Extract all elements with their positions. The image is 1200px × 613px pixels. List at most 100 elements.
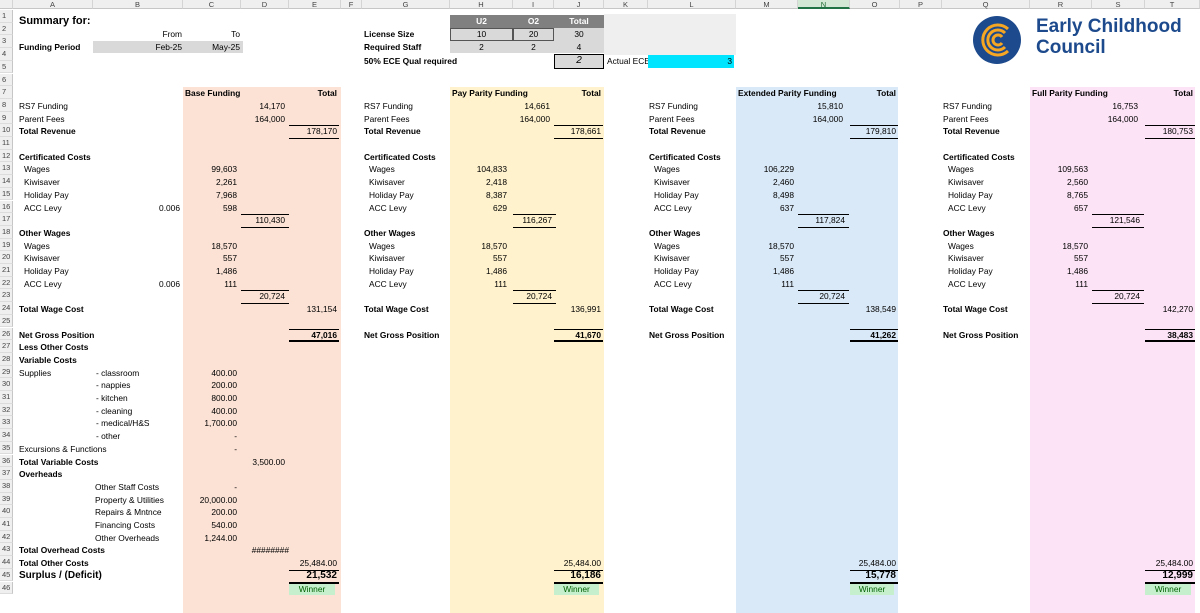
row-header[interactable]: 12 xyxy=(0,149,13,163)
row-header[interactable]: 39 xyxy=(0,492,13,506)
column-header-q[interactable]: Q xyxy=(942,0,1030,9)
row-header[interactable]: 23 xyxy=(0,289,13,303)
row-header[interactable]: 33 xyxy=(0,416,13,430)
row-header[interactable]: 35 xyxy=(0,441,13,455)
supplies-value[interactable]: 400.00 xyxy=(211,405,237,416)
row-header[interactable]: 34 xyxy=(0,429,13,442)
supplies-value[interactable]: 1,700.00 xyxy=(204,418,237,429)
row-header[interactable]: 21 xyxy=(0,264,13,277)
column-header-f[interactable]: F xyxy=(341,0,362,9)
other-wage-value: 557 xyxy=(493,253,507,264)
row-header[interactable]: 11 xyxy=(0,137,13,150)
qual-value[interactable]: 2 xyxy=(554,54,604,69)
row-header[interactable]: 9 xyxy=(0,111,13,125)
row-header[interactable]: 15 xyxy=(0,187,13,201)
license-o2[interactable]: 20 xyxy=(513,28,554,41)
supplies-value[interactable]: 400.00 xyxy=(211,367,237,378)
row-header[interactable]: 16 xyxy=(0,200,13,214)
row-header[interactable]: 25 xyxy=(0,314,13,328)
row-header[interactable]: 4 xyxy=(0,48,13,61)
column-header-p[interactable]: P xyxy=(900,0,942,9)
row-header[interactable]: 18 xyxy=(0,225,13,239)
from-value[interactable]: Feb-25 xyxy=(155,42,182,52)
row-header[interactable]: 43 xyxy=(0,543,13,557)
to-value[interactable]: May-25 xyxy=(212,42,240,52)
excursions-value[interactable]: - xyxy=(234,443,237,454)
row-header[interactable]: 1 xyxy=(0,10,13,23)
row-header[interactable]: 28 xyxy=(0,352,13,366)
row-header[interactable]: 6 xyxy=(0,73,13,87)
actual-ece-value[interactable]: 3 xyxy=(648,55,734,68)
row-header[interactable]: 32 xyxy=(0,403,13,417)
row-header[interactable]: 7 xyxy=(0,86,13,99)
column-header-k[interactable]: K xyxy=(604,0,648,9)
row-label: Parent Fees xyxy=(649,113,695,124)
divider xyxy=(798,290,849,292)
column-header-s[interactable]: S xyxy=(1092,0,1145,9)
column-header-g[interactable]: G xyxy=(362,0,450,9)
row-header[interactable]: 45 xyxy=(0,568,13,582)
row-header[interactable]: 22 xyxy=(0,276,13,290)
license-u2[interactable]: 10 xyxy=(450,28,513,41)
cert-cost-value: 2,460 xyxy=(773,177,794,188)
row-header[interactable]: 5 xyxy=(0,60,13,74)
column-header-i[interactable]: I xyxy=(513,0,554,9)
row-header[interactable]: 3 xyxy=(0,35,13,49)
column-header-r[interactable]: R xyxy=(1030,0,1092,9)
row-header[interactable]: 37 xyxy=(0,467,13,480)
row-header[interactable]: 19 xyxy=(0,238,13,252)
corner-cell[interactable] xyxy=(0,0,13,9)
row-label: ACC Levy xyxy=(948,278,986,289)
row-header[interactable]: 30 xyxy=(0,378,13,391)
overhead-value[interactable]: - xyxy=(234,481,237,492)
funding-period-label: Funding Period xyxy=(19,42,81,52)
overhead-value[interactable]: 20,000.00 xyxy=(199,494,237,505)
row-header[interactable]: 46 xyxy=(0,581,13,595)
row-header[interactable]: 27 xyxy=(0,340,13,353)
row-header[interactable]: 41 xyxy=(0,518,13,531)
supplies-value[interactable]: 800.00 xyxy=(211,393,237,403)
column-header-h[interactable]: H xyxy=(450,0,513,9)
row-header[interactable]: 26 xyxy=(0,327,13,341)
scenario-band xyxy=(183,87,341,613)
column-header-o[interactable]: O xyxy=(850,0,900,9)
overhead-item: Property & Utilities xyxy=(95,494,164,505)
supplies-value[interactable]: 200.00 xyxy=(211,380,237,391)
row-label: Total Revenue xyxy=(943,126,1000,137)
row-header[interactable]: 10 xyxy=(0,124,13,137)
scenario-band xyxy=(450,87,604,613)
supplies-value[interactable]: - xyxy=(234,431,237,442)
row-header[interactable]: 44 xyxy=(0,556,13,569)
row-header[interactable]: 38 xyxy=(0,479,13,493)
row-header[interactable]: 8 xyxy=(0,98,13,112)
column-header-d[interactable]: D xyxy=(241,0,289,9)
row-header[interactable]: 29 xyxy=(0,365,13,379)
column-header-b[interactable]: B xyxy=(93,0,183,9)
column-header-c[interactable]: C xyxy=(183,0,241,9)
row-header[interactable]: 40 xyxy=(0,505,13,518)
row-header[interactable]: 2 xyxy=(0,22,13,36)
row-header[interactable]: 36 xyxy=(0,454,13,468)
row-header[interactable]: 17 xyxy=(0,213,13,226)
row-header[interactable]: 42 xyxy=(0,530,13,544)
row-header[interactable]: 14 xyxy=(0,175,13,188)
overhead-value[interactable]: 200.00 xyxy=(211,507,237,518)
total-other-costs-value: 25,484.00 xyxy=(563,558,601,569)
row-header[interactable]: 31 xyxy=(0,391,13,404)
supplies-item: - other xyxy=(96,431,121,442)
row-header[interactable]: 24 xyxy=(0,302,13,315)
column-header-a[interactable]: A xyxy=(13,0,93,9)
column-header-m[interactable]: M xyxy=(736,0,798,9)
column-header-j[interactable]: J xyxy=(554,0,604,9)
funding-period-cells[interactable] xyxy=(93,41,243,53)
row-header[interactable]: 20 xyxy=(0,251,13,264)
overhead-value[interactable]: 1,244.00 xyxy=(204,532,237,543)
cert-cost-value: 8,498 xyxy=(773,189,794,200)
row-header[interactable]: 13 xyxy=(0,162,13,176)
column-header-n[interactable]: N xyxy=(798,0,850,9)
column-header-e[interactable]: E xyxy=(289,0,341,9)
column-header-t[interactable]: T xyxy=(1145,0,1200,9)
column-header-l[interactable]: L xyxy=(648,0,736,9)
overhead-value[interactable]: 540.00 xyxy=(211,520,237,530)
